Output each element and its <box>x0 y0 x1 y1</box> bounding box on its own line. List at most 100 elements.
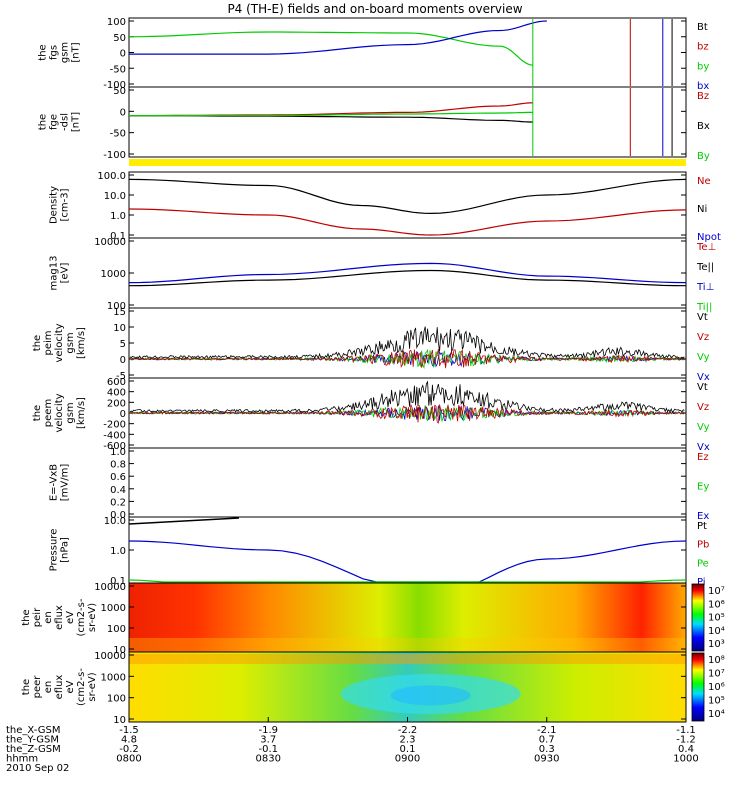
ytick-label: 10 <box>113 645 126 656</box>
ytick-label: 100 <box>107 301 126 312</box>
panel-fge: 50 0 -50 -100 thefge-dsl[nT] Bz Bx By <box>38 86 710 162</box>
ytick-label: 1000 <box>101 269 126 280</box>
ytick-label: -50 <box>110 64 126 75</box>
ytick-label: 50 <box>113 33 126 44</box>
footer-value: 3.7 <box>260 735 276 746</box>
ytick-label: 1.0 <box>110 211 126 222</box>
ytick-label: 10.0 <box>104 191 126 202</box>
legend-Pe: Pe <box>697 558 709 569</box>
ylabel-fge: thefge-dsl[nT] <box>38 112 82 132</box>
footer-value: 0900 <box>395 754 420 765</box>
fge-frame <box>128 86 687 158</box>
colorbar-tick: 10⁴ <box>708 626 725 637</box>
ytick-label: 0.8 <box>110 460 126 471</box>
ytick-label: 400 <box>107 388 126 399</box>
legend-Vx: Vx <box>697 442 710 453</box>
ytick-label: -100 <box>103 150 126 161</box>
panel-temperature: 10000 1000 100 mag13[eV] Te⊥ Te|| Ti⊥ Ti|| <box>49 237 717 313</box>
footer-value: 4.8 <box>121 735 137 746</box>
legend-Ex: Ex <box>697 511 709 522</box>
footer-axis-labels: the_X-GSM -1.5 -1.9 -2.2 -2.1 -1.1 the_Y-GSM 4.… <box>6 725 699 774</box>
colorbar-tick: 10⁷ <box>708 669 725 680</box>
series-By <box>129 111 533 117</box>
peer-colorbar <box>691 652 705 722</box>
colorbar-tick: 10³ <box>708 639 725 650</box>
series-Pe <box>128 579 687 583</box>
legend-Te||: Te|| <box>696 262 714 273</box>
ytick-label: 10000 <box>94 651 126 662</box>
ylabel-pressure: Pressure[nPa] <box>49 529 71 572</box>
ytick-label: 10.0 <box>104 516 126 527</box>
footer-value: -0.2 <box>119 744 139 755</box>
legend-Ti⊥: Ti⊥ <box>696 282 714 293</box>
footer-label: hhmm <box>6 754 38 765</box>
ylabel-peem_velocity: thepeemvelocitygsm[km/s] <box>32 393 87 432</box>
peir-colorbar <box>691 583 705 652</box>
panel-peer: 10⁸ 10⁷ 10⁶ 10⁵ 10⁴ 10000 1000 100 10 thepeerenef… <box>21 651 725 726</box>
ytick-label: 0 <box>120 355 126 366</box>
ytick-label: 10 <box>113 715 126 726</box>
legend-Ni: Ni <box>697 204 707 215</box>
ytick-label: 100 <box>107 17 126 28</box>
series-Vt <box>129 326 685 360</box>
ytick-label: 0.4 <box>110 485 126 496</box>
legend-bz: bz <box>697 42 709 53</box>
legend-Vx: Vx <box>697 372 710 383</box>
density-frame <box>128 171 687 239</box>
series-Pt <box>128 517 240 525</box>
footer-value: 0.4 <box>678 744 694 755</box>
legend-Te⊥: Te⊥ <box>696 242 716 253</box>
series-Ni <box>128 178 687 215</box>
ytick-label: 10 <box>113 323 126 334</box>
ytick-label: 0 <box>120 107 126 118</box>
legend-Pi: Pi <box>697 577 706 588</box>
series-Ti⊥ <box>128 262 687 284</box>
series-Vy <box>129 404 685 422</box>
temperature-frame <box>128 237 687 309</box>
ytick-label: -600 <box>103 441 126 452</box>
legend-Vt: Vt <box>697 312 708 323</box>
colorbar-tick: 10⁴ <box>708 709 725 720</box>
footer-value: 0.3 <box>539 744 555 755</box>
legend-Pt: Pt <box>697 521 707 532</box>
footer-label: the_Z-GSM <box>6 744 61 755</box>
legend-Ez: Ez <box>697 452 709 463</box>
series-bx <box>129 20 547 55</box>
peir-spectrogram <box>129 583 686 652</box>
ytick-label: 0.6 <box>110 472 126 483</box>
ylabel-peir: thepeirenefluxeV(cm2-s-sr-eV) <box>21 598 98 636</box>
legend-By: By <box>697 151 710 162</box>
footer-value: -1.5 <box>119 725 139 736</box>
ytick-label: 0.1 <box>110 576 126 587</box>
ytick-label: -200 <box>103 420 126 431</box>
peer-core-inner <box>390 685 471 706</box>
footer-value: 0930 <box>534 754 559 765</box>
legend-Vy: Vy <box>697 422 710 433</box>
ytick-label: 0.1 <box>110 231 126 242</box>
ylabel-temperature: mag13[eV] <box>49 256 71 291</box>
legend-Bx: Bx <box>697 121 710 132</box>
ytick-label: 100 <box>107 694 126 705</box>
colorbar-tick: 10⁵ <box>708 613 725 624</box>
ylabel-peer: thepeerenefluxeV(cm2-s-sr-eV) <box>21 668 98 706</box>
footer-value: 2.3 <box>400 735 416 746</box>
ytick-label: 100 <box>107 624 126 635</box>
series-by <box>128 31 533 66</box>
series-Vz <box>129 404 685 424</box>
peim_velocity-frame <box>128 307 687 379</box>
legend-bx: bx <box>697 81 709 92</box>
panel-fgs: 100 50 0 -50 -100 thefgsgsm[nT] Bt bz by bx <box>38 17 710 92</box>
legend-Vz: Vz <box>697 402 709 413</box>
legend-Vy: Vy <box>697 352 710 363</box>
footer-value: 1000 <box>673 754 698 765</box>
peer-top-band <box>129 654 686 664</box>
series-Te|| <box>128 269 687 287</box>
ytick-label: -50 <box>110 129 126 140</box>
ytick-label: 1000 <box>101 603 126 614</box>
series-Ne <box>128 208 687 236</box>
colorbar-tick: 10⁸ <box>708 655 725 666</box>
ytick-label: 0.0 <box>110 510 126 521</box>
legend-by: by <box>697 61 709 72</box>
footer-date: 2010 Sep 02 <box>6 763 69 774</box>
